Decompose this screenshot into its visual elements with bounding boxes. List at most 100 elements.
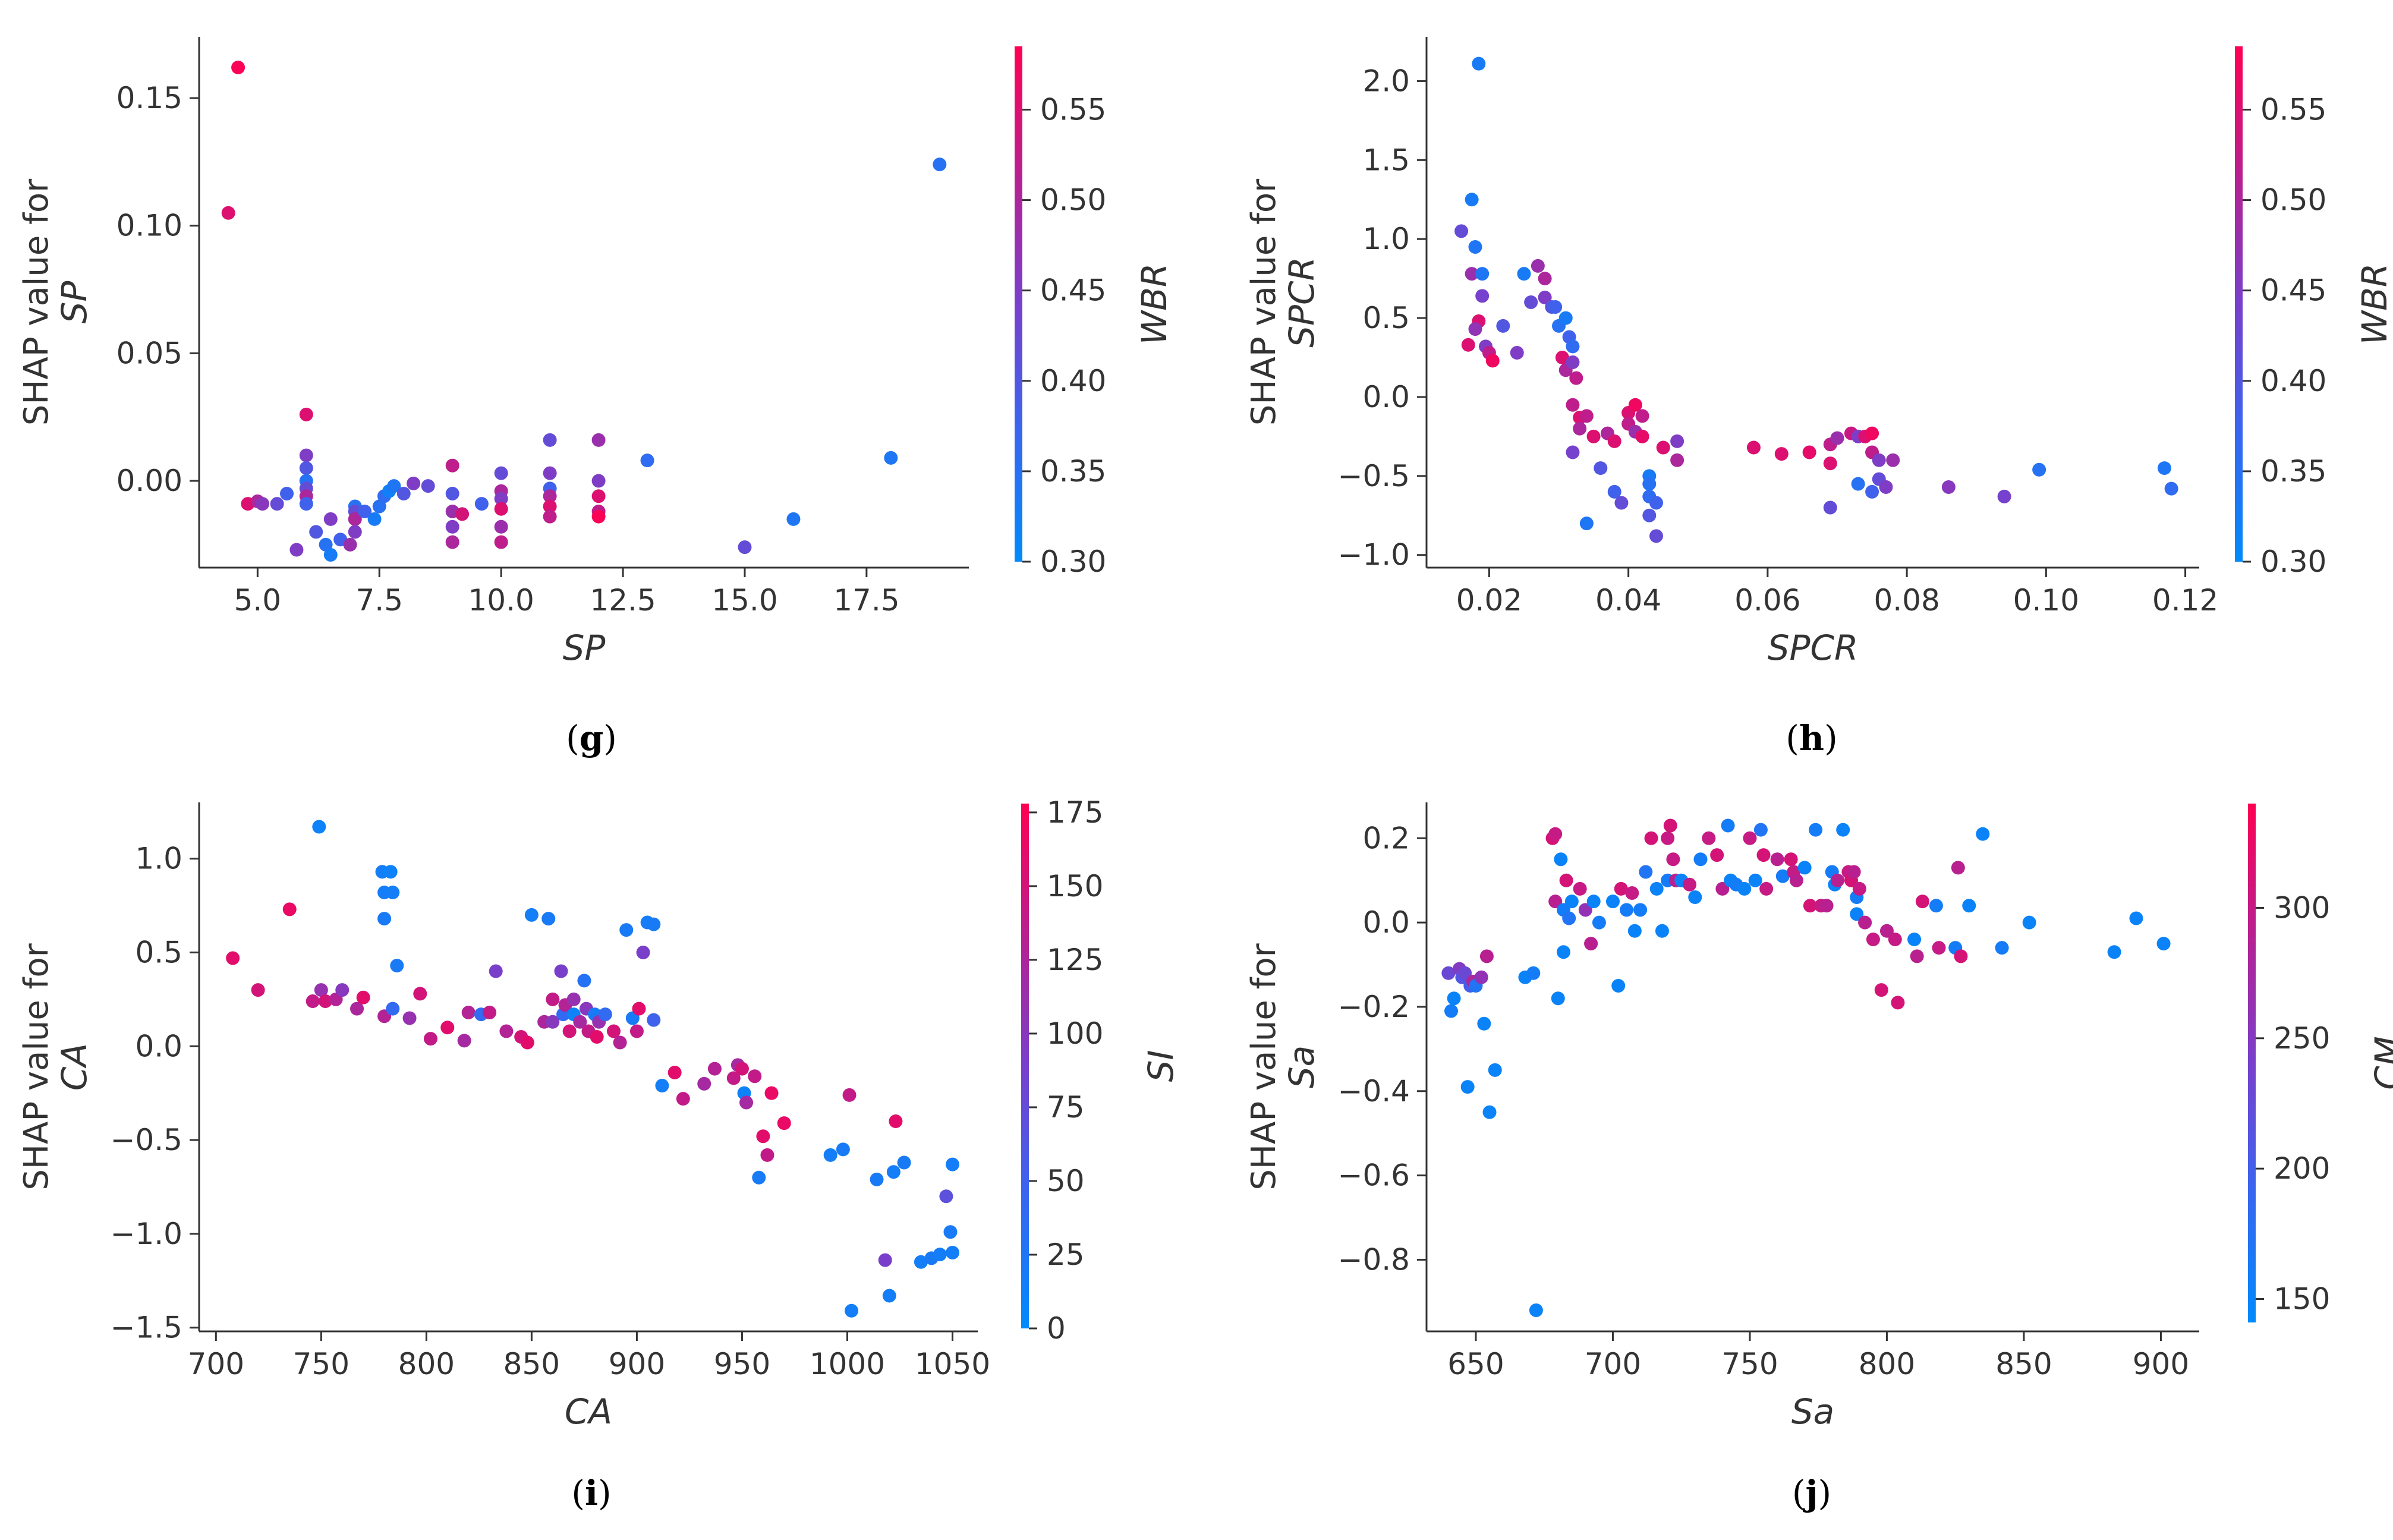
panel-j-data-point: [1743, 831, 1757, 845]
panel-g-data-point: [445, 535, 459, 549]
panel-i-data-point: [386, 1002, 400, 1016]
panel-h-colorbar-tick-label: 0.35: [2260, 454, 2326, 489]
panel-j-data-point: [1474, 970, 1488, 984]
panel-i-data-point: [676, 1092, 690, 1106]
panel-i-data-point: [889, 1114, 903, 1129]
panel-g-x-tick-label: 10.0: [468, 583, 534, 618]
panel-i-data-point: [636, 945, 650, 959]
panel-h-data-point: [1823, 456, 1837, 471]
panel-g-x-tick-label: 15.0: [711, 583, 777, 618]
panel-j-data-point: [1477, 1016, 1491, 1031]
panel-g-data-point: [343, 537, 357, 552]
panel-i-data-point: [914, 1255, 928, 1269]
panel-g-data-point: [319, 537, 333, 552]
panel-g-data-point: [543, 509, 557, 524]
panel-g-data-point: [323, 512, 338, 526]
panel-h-caption: (h): [1786, 718, 1837, 758]
panel-i-x-tick-label: 900: [609, 1347, 665, 1381]
panel-g-data-point: [494, 492, 508, 506]
panel-g-data-point: [494, 466, 508, 480]
panel-j-data-point: [1592, 915, 1606, 930]
panel-i-data-point: [878, 1253, 892, 1267]
panel-i-y-tick-label: 1.0: [135, 842, 182, 876]
panel-g-data-point: [299, 448, 313, 462]
panel-j-data-point: [1809, 823, 1823, 837]
panel-j-data-point: [1693, 852, 1708, 867]
panel-g-data-point: [933, 158, 947, 172]
panel-g-data-point: [543, 466, 557, 480]
panel-g-data-point: [494, 535, 508, 549]
panel-j-x-tick-label: 700: [1585, 1347, 1641, 1381]
panel-i-data-point: [870, 1172, 884, 1186]
panel-i-data-point: [314, 983, 328, 997]
panel-h-data-point: [1941, 480, 1956, 494]
panel-h-data-point: [1566, 398, 1580, 412]
panel-h-data-point: [1538, 272, 1552, 286]
panel-i-plot-area: 700 750 800 850 900 950 1000 1050−1.5−1.0−0.50.…: [111, 795, 1104, 1381]
panel-h-y-tick-label: −0.5: [1338, 459, 1410, 493]
panel-i-data-point: [562, 1024, 577, 1038]
panel-j-data-point: [1554, 852, 1568, 867]
panel-g-caption: (g): [566, 718, 617, 758]
panel-i-data-point: [312, 820, 326, 834]
panel-h-y-tick-label: −1.0: [1338, 538, 1410, 572]
panel-j-data-point: [1866, 932, 1880, 946]
panel-g-data-point: [407, 476, 421, 490]
panel-j-data-point: [1479, 949, 1494, 963]
panel-h-colorbar-tick-label: 0.40: [2260, 364, 2326, 398]
panel-h-y-axis-label-line1: SHAP value for: [1245, 178, 1283, 426]
panel-i-data-point: [457, 1034, 471, 1048]
panel-i-data-point: [739, 1095, 754, 1110]
panel-j-data-point: [1803, 899, 1817, 913]
panel-i-data-point: [943, 1225, 958, 1239]
panel-h-data-point: [1485, 354, 1500, 368]
panel-j-data-point: [1627, 924, 1642, 938]
panel-h-x-tick-label: 0.06: [1734, 583, 1800, 618]
panel-i-caption-letter: i: [585, 1473, 598, 1513]
panel-j-colorbar-tick-label: 250: [2274, 1021, 2330, 1056]
panel-i-data-point: [760, 1148, 774, 1162]
panel-i-chart: 700 750 800 850 900 950 1000 1050−1.5−1.0−0.50.…: [17, 795, 1181, 1513]
panel-h-data-point: [1635, 409, 1649, 423]
panel-h-data-point: [1802, 445, 1816, 459]
panel-i-data-point: [335, 983, 349, 997]
panel-g-data-point: [221, 206, 235, 220]
panel-g-data-point: [280, 486, 294, 500]
panel-h-x-tick-label: 0.08: [1874, 583, 1939, 618]
panel-j-data-point: [1819, 899, 1834, 913]
panel-j-data-point: [1891, 996, 1905, 1010]
panel-h-data-point: [1851, 477, 1865, 491]
panel-j-y-tick-label: 0.2: [1362, 821, 1410, 855]
panel-h-data-point: [1524, 295, 1538, 309]
panel-h-data-point: [1886, 453, 1900, 467]
panel-i-colorbar-tick-label: 0: [1047, 1311, 1066, 1346]
panel-j-data-point: [1482, 1105, 1497, 1119]
panel-j-data-point: [1644, 831, 1658, 845]
panel-g-y-tick-label: 0.00: [116, 464, 182, 498]
panel-g-y-tick-label: 0.15: [116, 81, 182, 115]
panel-i-x-tick-label: 1000: [810, 1347, 885, 1381]
panel-h-data-point: [1642, 477, 1657, 491]
panel-i-data-point: [836, 1142, 850, 1157]
panel-i-data-point: [461, 1005, 476, 1019]
panel-j-data-point: [1488, 1063, 1502, 1077]
panel-h-data-point: [1579, 517, 1594, 531]
panel-j-data-point: [1614, 881, 1628, 896]
panel-j-colorbar: [2248, 804, 2256, 1322]
panel-h-data-point: [1649, 529, 1663, 543]
panel-h-data-point: [1465, 267, 1479, 281]
panel-j-data-point: [1756, 848, 1771, 862]
panel-h-data-point: [1566, 445, 1580, 459]
panel-i-data-point: [697, 1076, 711, 1091]
panel-i-data-point: [554, 964, 568, 978]
panel-j-data-point: [1915, 895, 1929, 909]
panel-h-data-point: [1538, 291, 1552, 305]
panel-i-x-axis-label: CA: [565, 1391, 612, 1432]
panel-j-data-point: [1759, 881, 1774, 896]
panel-j-data-point: [1737, 881, 1752, 896]
panel-h-colorbar: [2235, 46, 2243, 562]
panel-j-data-point: [1888, 932, 1902, 946]
panel-i-data-point: [356, 990, 370, 1004]
panel-i-data-point: [402, 1011, 417, 1025]
panel-g-data-point: [348, 525, 362, 539]
